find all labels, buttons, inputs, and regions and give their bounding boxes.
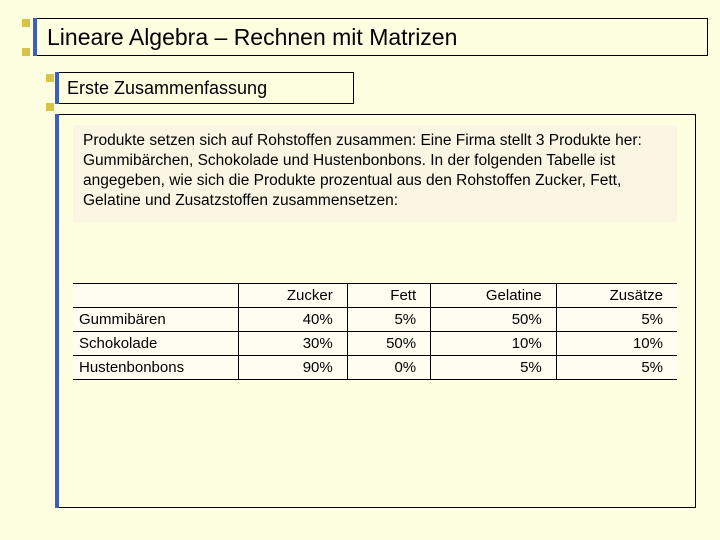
table-cell: 40% [238,308,347,332]
table-header-row: Zucker Fett Gelatine Zusätze [73,284,677,308]
body-text-box: Produkte setzen sich auf Rohstoffen zusa… [73,125,677,222]
table-cell: 5% [556,356,677,380]
decor-square [46,103,54,111]
composition-table: Zucker Fett Gelatine Zusätze Gummibären … [73,283,677,380]
table-cell: 5% [556,308,677,332]
table-cell: 50% [347,332,430,356]
table-cell: 10% [431,332,557,356]
decor-square [46,74,54,82]
table-cell: 90% [238,356,347,380]
table-cell: 0% [347,356,430,380]
table-cell: 10% [556,332,677,356]
decor-square [22,19,30,27]
table-cell: 5% [347,308,430,332]
decor-square [22,48,30,56]
body-text: Produkte setzen sich auf Rohstoffen zusa… [83,131,667,212]
table-header-cell: Gelatine [431,284,557,308]
row-label: Hustenbonbons [73,356,238,380]
table-header-cell: Fett [347,284,430,308]
row-label: Schokolade [73,332,238,356]
table-row: Schokolade 30% 50% 10% 10% [73,332,677,356]
table-cell: 30% [238,332,347,356]
table-cell: 50% [431,308,557,332]
table-header-cell [73,284,238,308]
row-label: Gummibären [73,308,238,332]
table-header-cell: Zucker [238,284,347,308]
table-row: Hustenbonbons 90% 0% 5% 5% [73,356,677,380]
table-cell: 5% [431,356,557,380]
content-frame: Produkte setzen sich auf Rohstoffen zusa… [58,114,696,508]
page-title: Lineare Algebra – Rechnen mit Matrizen [47,24,457,51]
subtitle: Erste Zusammenfassung [67,78,267,99]
table-header-cell: Zusätze [556,284,677,308]
title-bar: Lineare Algebra – Rechnen mit Matrizen [36,18,708,56]
subtitle-bar: Erste Zusammenfassung [58,72,354,104]
table-row: Gummibären 40% 5% 50% 5% [73,308,677,332]
